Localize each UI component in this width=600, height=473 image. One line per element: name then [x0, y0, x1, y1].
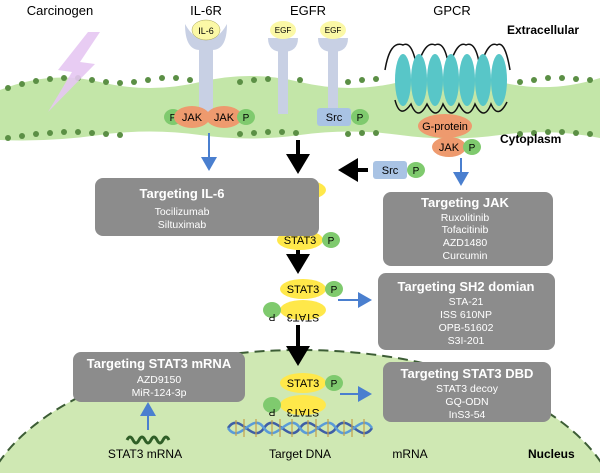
- mrna-strand-icon: [125, 435, 171, 445]
- phospho-dimer-bottom: [263, 302, 281, 318]
- dna-helix-icon: [226, 419, 374, 437]
- phospho-label: P: [243, 113, 250, 124]
- drug-item: MiR-124-3p: [132, 387, 187, 399]
- src-label: Src: [326, 112, 343, 124]
- box-targeting-sh2: Targeting SH2 domian STA-21 ISS 610NP OP…: [378, 273, 555, 350]
- cytoplasm-label: Cytoplasm: [500, 132, 561, 146]
- phospho-jak-gpcr: [463, 139, 481, 155]
- stat3-label-inverted: STAT3: [287, 406, 320, 418]
- box-title: Targeting STAT3 DBD: [401, 366, 534, 381]
- il6-ligand-label: IL-6: [198, 26, 214, 36]
- drug-item: STA-21: [449, 296, 484, 308]
- stat3-dimer-cytoplasm: STAT3 P STAT3 P: [263, 279, 343, 323]
- egf-right-label: EGF: [325, 26, 342, 35]
- jak-right: [206, 106, 242, 128]
- egf-ligand-right: [320, 21, 346, 39]
- phospho-nuc-top: [325, 375, 343, 391]
- il6r-label: IL-6R: [190, 3, 222, 18]
- drug-item: AZD1480: [443, 237, 488, 249]
- phospho-label: P: [413, 166, 420, 177]
- phospho-label: P: [357, 113, 364, 124]
- phospho-src-cyto: [407, 162, 425, 178]
- carcinogen-label: Carcinogen: [27, 3, 94, 18]
- il6-ligand: [191, 19, 221, 41]
- drug-item: STAT3 decoy: [436, 383, 499, 395]
- phospho-label: P: [170, 113, 177, 124]
- jak-gpcr: [432, 137, 466, 157]
- stat3-dimer-nucleus: STAT3 P STAT3 P: [263, 373, 343, 418]
- stat3-label-inverted: STAT3: [287, 311, 320, 323]
- il6r-jak-complex: P JAK JAK P: [164, 106, 255, 128]
- drug-item: InS3-54: [449, 409, 486, 421]
- egfr-receptor: EGF EGF: [268, 21, 348, 114]
- jak-label: JAK: [214, 112, 235, 124]
- phospho-label: P: [331, 285, 338, 296]
- phospho-label-inverted: P: [268, 311, 275, 322]
- phospho-stat3: [322, 232, 340, 248]
- box-title: Targeting STAT3 mRNA: [87, 356, 232, 371]
- egfr-label: EGFR: [290, 3, 326, 18]
- box-title: Targeting IL-6: [140, 186, 225, 201]
- lightning-icon: [48, 32, 100, 112]
- src-kinase-cyto: [373, 161, 407, 179]
- mrna-label: mRNA: [392, 447, 427, 461]
- nucleus-label: Nucleus: [528, 447, 575, 461]
- drug-item: Siltuximab: [158, 219, 207, 231]
- egfr-src-complex: Src P: [317, 108, 369, 126]
- stat3-mrna-label: STAT3 mRNA: [108, 447, 182, 461]
- gpcr-receptor: [384, 43, 511, 114]
- phospho-src: [351, 109, 369, 125]
- box-targeting-stat3-mrna: Targeting STAT3 mRNA AZD9150 MiR-124-3p: [73, 352, 245, 402]
- box-title: Targeting JAK: [421, 195, 509, 210]
- src-label: Src: [382, 165, 399, 177]
- jak-label: JAK: [182, 112, 203, 124]
- drug-item: S3I-201: [448, 335, 485, 347]
- src-kinase: [317, 108, 351, 126]
- phospho-label: P: [331, 379, 338, 390]
- egf-ligand-left: [270, 21, 296, 39]
- extracellular-label: Extracellular: [507, 23, 579, 37]
- egf-left-label: EGF: [275, 26, 292, 35]
- phospho-jak-right: [237, 109, 255, 125]
- box-targeting-jak: Targeting JAK Ruxolitinib Tofacitinib AZ…: [383, 192, 553, 266]
- target-dna-label: Target DNA: [269, 447, 331, 461]
- drug-item: ISS 610NP: [440, 309, 492, 321]
- drug-item: Tofacitinib: [442, 224, 489, 236]
- phospho-label-inverted: P: [268, 406, 275, 417]
- drug-item: Ruxolitinib: [441, 212, 490, 224]
- drug-item: GQ-ODN: [445, 396, 488, 408]
- stat3-label: STAT3: [287, 284, 320, 296]
- phospho-label: P: [328, 236, 335, 247]
- jak-label: JAK: [439, 142, 460, 154]
- stat3-label: STAT3: [284, 235, 317, 247]
- gpcr-gprotein-complex: G-protein JAK P: [418, 114, 481, 157]
- drug-item: Curcumin: [443, 250, 488, 262]
- phospho-label: P: [469, 143, 476, 154]
- box-title: Targeting SH2 domian: [398, 279, 535, 294]
- cytoplasmic-src-complex: Src P: [373, 161, 425, 179]
- gpcr-label: GPCR: [433, 3, 471, 18]
- phospho-nuc-bottom: [263, 397, 281, 413]
- drug-item: Tocilizumab: [155, 206, 210, 218]
- g-protein: [418, 114, 472, 138]
- g-protein-label: G-protein: [422, 121, 468, 133]
- box-targeting-il6: Targeting IL-6 Tocilizumab Siltuximab: [95, 178, 319, 236]
- jak-left: [174, 106, 210, 128]
- stat3-label: STAT3: [287, 378, 320, 390]
- drug-item: AZD9150: [137, 374, 182, 386]
- il6-receptor: IL-6: [185, 19, 227, 114]
- box-targeting-stat3-dbd: Targeting STAT3 DBD STAT3 decoy GQ-ODN I…: [383, 362, 551, 422]
- drug-item: OPB-51602: [439, 322, 494, 334]
- phospho-dimer-top: [325, 281, 343, 297]
